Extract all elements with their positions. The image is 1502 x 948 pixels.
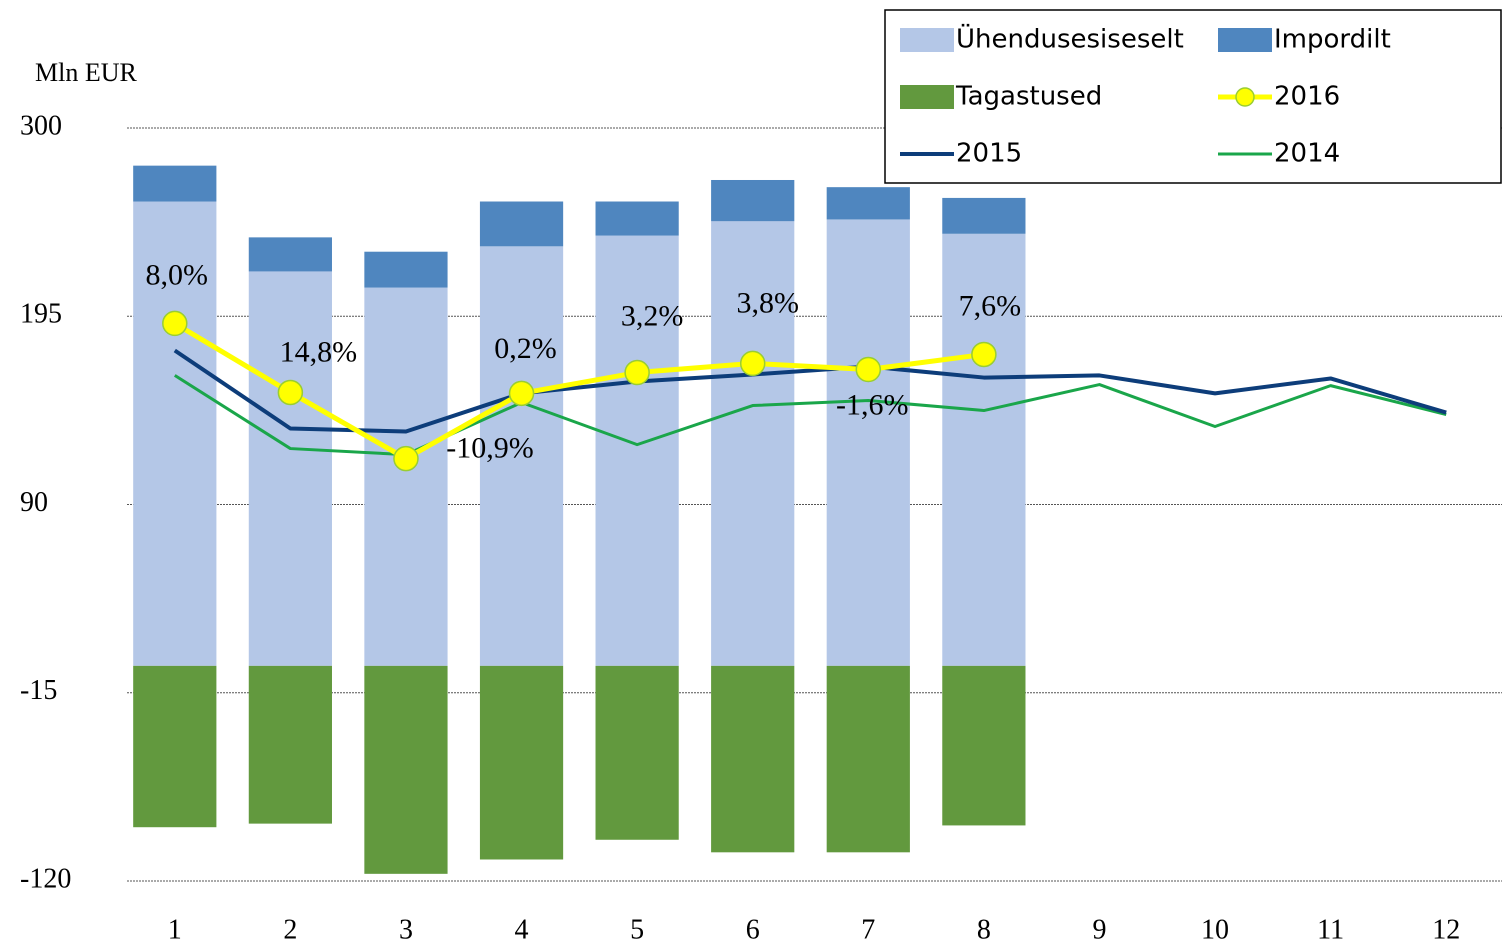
- annotation: 7,6%: [959, 289, 1022, 322]
- bar: [595, 235, 679, 666]
- annotation: -1,6%: [836, 388, 908, 421]
- y-tick-label: 300: [20, 110, 62, 141]
- line-marker: [624, 359, 650, 386]
- annotation: 3,2%: [621, 299, 684, 332]
- legend-label: Ühendusesiseselt: [956, 23, 1184, 55]
- line-series: [173, 321, 985, 462]
- bar: [248, 665, 332, 824]
- bar: [133, 165, 217, 202]
- x-tick-label: 1: [168, 914, 182, 945]
- legend-swatch: [900, 85, 954, 109]
- annotation: 3,8%: [736, 286, 799, 319]
- line-series: [173, 348, 1447, 434]
- bar: [942, 197, 1026, 234]
- y-tick-label: -15: [20, 675, 57, 706]
- legend-label: Tagastused: [955, 82, 1102, 112]
- bar: [248, 237, 332, 272]
- line-marker: [971, 341, 997, 368]
- x-tick-label: 7: [861, 914, 875, 945]
- x-tick-label: 11: [1317, 914, 1344, 945]
- x-tick-label: 5: [630, 914, 644, 945]
- x-tick-label: 6: [746, 914, 760, 945]
- bar: [479, 201, 564, 247]
- legend-label: 2014: [1274, 139, 1340, 169]
- legend-box: [884, 9, 1502, 184]
- bar: [364, 287, 448, 666]
- annotation: 8,0%: [146, 258, 209, 291]
- bar: [942, 665, 1026, 826]
- line-marker: [855, 356, 882, 383]
- bar: [479, 246, 564, 666]
- bar: [711, 665, 795, 853]
- x-tick-label: 4: [515, 914, 529, 945]
- y-tick-label: -120: [20, 863, 71, 894]
- bar: [942, 233, 1026, 666]
- y-tick-label: 90: [20, 487, 48, 518]
- x-tick-label: 3: [399, 914, 413, 945]
- legend-label: 2015: [956, 139, 1022, 169]
- line-series: [173, 374, 1447, 457]
- annotation: 14,8%: [280, 335, 358, 368]
- legend-marker: [1235, 87, 1255, 107]
- legend-label: Impordilt: [1274, 25, 1391, 55]
- legend-swatch: [900, 28, 954, 52]
- x-tick-label: 8: [977, 914, 991, 945]
- bar: [479, 665, 564, 860]
- bar: [711, 221, 795, 666]
- legend-swatch: [1218, 28, 1272, 52]
- bar: [248, 271, 332, 666]
- bar: [826, 187, 910, 220]
- annotation: -10,9%: [446, 431, 533, 464]
- x-tick-label: 9: [1092, 914, 1106, 945]
- bar: [595, 665, 679, 840]
- bar: [826, 665, 910, 853]
- legend-label: 2016: [1274, 82, 1340, 112]
- x-tick-label: 10: [1201, 914, 1229, 945]
- bar: [711, 179, 795, 222]
- annotation: 0,2%: [494, 332, 557, 365]
- bar: [133, 665, 217, 828]
- bar: [364, 251, 448, 288]
- bar: [595, 201, 679, 236]
- bar: [133, 201, 217, 666]
- bar: [364, 665, 448, 874]
- y-axis-label: Mln EUR: [35, 58, 138, 87]
- x-tick-label: 12: [1432, 914, 1460, 945]
- line-marker: [393, 445, 419, 472]
- line-marker: [162, 310, 188, 337]
- x-tick-label: 2: [283, 914, 297, 945]
- y-tick-label: 195: [20, 299, 62, 330]
- legend: Ühendusesiseselt Impordilt Tagastused 2016 2…: [884, 9, 1502, 184]
- line-marker: [277, 379, 304, 406]
- bar: [826, 219, 910, 666]
- line-marker: [739, 350, 766, 377]
- line-marker: [508, 380, 535, 407]
